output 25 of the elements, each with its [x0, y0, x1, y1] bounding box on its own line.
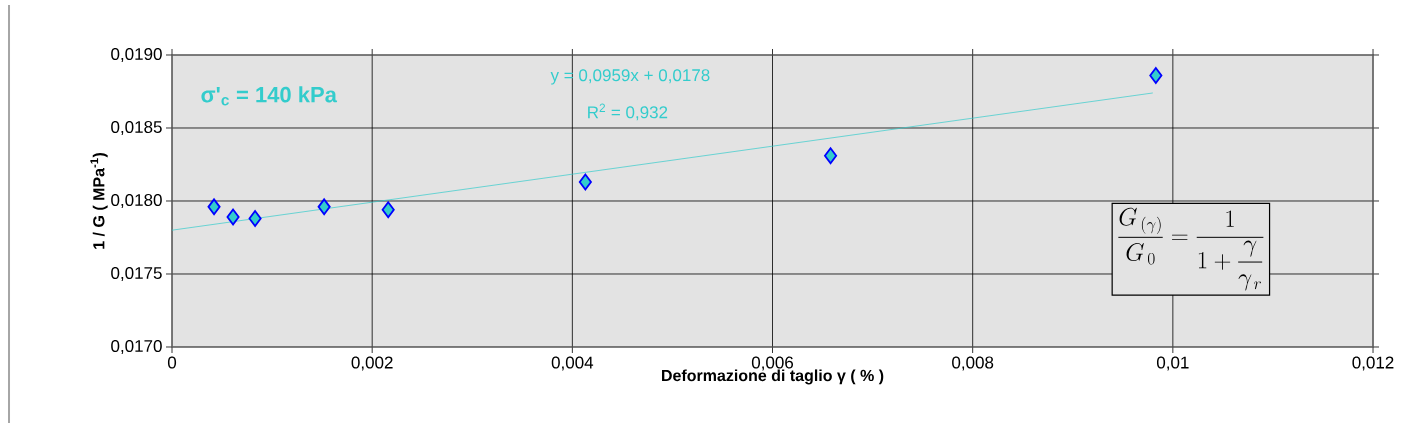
- y-tick-label: 0,0185: [111, 120, 162, 136]
- point: [207, 198, 221, 216]
- y-tick-label: 0,0175: [111, 266, 162, 282]
- point: [1149, 67, 1163, 84]
- x-tick-label: 0,012: [1352, 356, 1394, 371]
- x-tick-label: 0,008: [952, 356, 994, 371]
- annotation: $\frac{G_{\,(\gamma)}}{G_{\,0}} = \frac{1}{1+\dfrac{\gamma}{\gamma_{\,r}}}$: [1118, 207, 1264, 291]
- y-tick-label: 0,0170: [111, 339, 162, 355]
- x-axis-title: Deformazione di taglio γ ( % ): [662, 369, 884, 385]
- x-tick-label: 0,002: [351, 356, 393, 371]
- point: [248, 210, 262, 227]
- point: [824, 147, 838, 165]
- y-tick-label: 0,0180: [111, 193, 162, 209]
- point: [226, 208, 240, 226]
- y-tick-label: 0,0190: [111, 47, 162, 63]
- y-axis-title: 1 / G ( MPa$^{-1}$): [90, 153, 108, 249]
- x-tick-label: 0,01: [1156, 356, 1189, 371]
- annotation: σ'$_{c}$ = 140 kPa: [201, 86, 338, 106]
- point: [381, 201, 395, 219]
- x-tick-label: 0: [167, 356, 177, 369]
- x-tick-label: 0,006: [751, 356, 794, 371]
- point: [578, 173, 592, 191]
- x-tick-label: 0,004: [551, 356, 594, 371]
- point: [317, 198, 331, 216]
- annotation: R$^{2}$ = 0,932: [588, 103, 668, 121]
